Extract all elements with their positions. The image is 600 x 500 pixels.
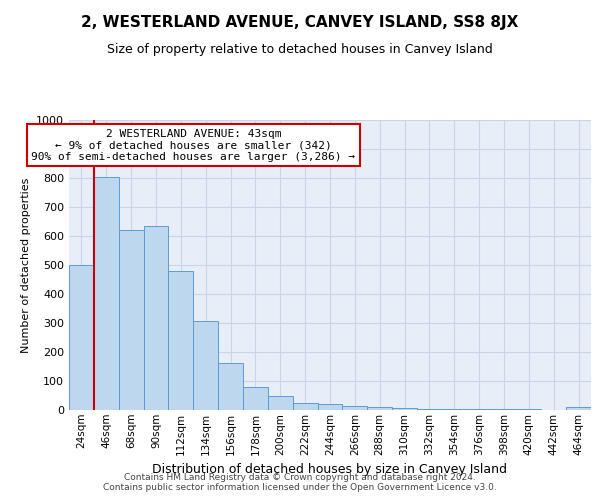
- Bar: [442, 409, 467, 410]
- Bar: [566, 408, 591, 410]
- Text: 2, WESTERLAND AVENUE, CANVEY ISLAND, SS8 8JX: 2, WESTERLAND AVENUE, CANVEY ISLAND, SS8…: [82, 15, 518, 30]
- Bar: [193, 320, 218, 410]
- Bar: [367, 407, 392, 410]
- Bar: [218, 363, 243, 410]
- Text: Contains HM Land Registry data © Crown copyright and database right 2024.
Contai: Contains HM Land Registry data © Crown c…: [103, 473, 497, 492]
- Bar: [169, 272, 193, 410]
- Bar: [69, 265, 94, 410]
- Y-axis label: Number of detached properties: Number of detached properties: [20, 178, 31, 352]
- Bar: [268, 396, 293, 410]
- Bar: [243, 387, 268, 410]
- Bar: [293, 403, 317, 410]
- Bar: [119, 230, 143, 410]
- Bar: [491, 409, 517, 410]
- Bar: [467, 409, 491, 410]
- Bar: [392, 408, 417, 410]
- Bar: [317, 404, 343, 410]
- Bar: [343, 406, 367, 410]
- X-axis label: Distribution of detached houses by size in Canvey Island: Distribution of detached houses by size …: [152, 463, 508, 476]
- Bar: [94, 176, 119, 410]
- Text: Size of property relative to detached houses in Canvey Island: Size of property relative to detached ho…: [107, 42, 493, 56]
- Text: 2 WESTERLAND AVENUE: 43sqm
← 9% of detached houses are smaller (342)
90% of semi: 2 WESTERLAND AVENUE: 43sqm ← 9% of detac…: [31, 128, 355, 162]
- Bar: [143, 226, 169, 410]
- Bar: [417, 408, 442, 410]
